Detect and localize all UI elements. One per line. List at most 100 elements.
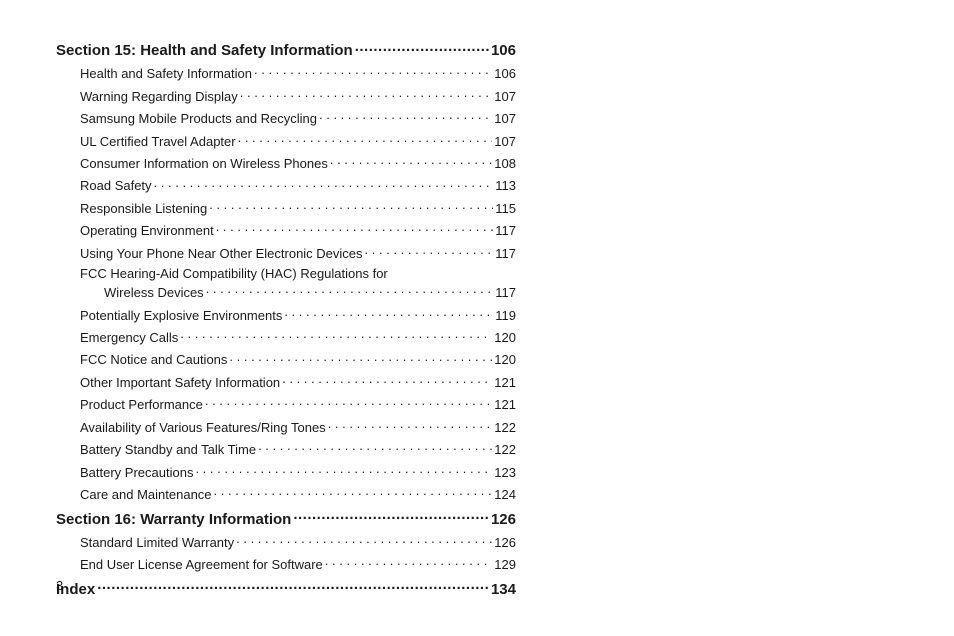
toc-leader-dots [325,556,493,569]
toc-leader-dots [180,329,492,342]
toc-entry-label-line1: FCC Hearing-Aid Compatibility (HAC) Regu… [80,267,388,282]
toc-section-page: 126 [491,511,516,528]
toc-entry-label: Care and Maintenance [80,488,212,503]
toc-entry: Availability of Various Features/Ring To… [56,419,516,436]
table-of-contents: Section 15: Health and Safety Informatio… [56,40,516,598]
toc-entry-label: Product Performance [80,398,203,413]
toc-section-page: 106 [491,42,516,59]
toc-leader-dots [319,110,492,123]
toc-leader-dots [206,284,494,297]
toc-leader-dots [282,374,492,387]
toc-leader-dots [258,441,492,454]
toc-entry-page: 121 [494,376,516,391]
toc-entry-label: Health and Safety Information [80,67,252,82]
toc-leader-dots [328,419,493,432]
toc-section-title: Section 15: Health and Safety Informatio… [56,42,353,59]
toc-leader-dots [214,486,493,499]
toc-entry: Care and Maintenance 124 [56,486,516,503]
page-number: 3 [56,578,63,593]
toc-entry-label: Battery Precautions [80,466,193,481]
toc-entry-page: 117 [495,224,516,239]
toc-entry: End User License Agreement for Software … [56,556,516,573]
toc-entry-label: FCC Notice and Cautions [80,353,227,368]
toc-entry-label: Using Your Phone Near Other Electronic D… [80,247,363,262]
toc-entry: Operating Environment 117 [56,222,516,239]
toc-leader-dots [293,509,489,524]
toc-entry-label: Consumer Information on Wireless Phones [80,157,328,172]
toc-entry-label-line2: Wireless Devices [104,286,204,301]
toc-entry-label: Road Safety [80,179,152,194]
toc-entry-label: Potentially Explosive Environments [80,309,282,324]
toc-leader-dots [97,579,489,594]
toc-entry: Emergency Calls 120 [56,329,516,346]
toc-entry-page: 120 [494,353,516,368]
toc-entry-label: Battery Standby and Talk Time [80,443,256,458]
toc-section-heading: Section 16: Warranty Information 126 [56,509,516,528]
toc-entry: Battery Standby and Talk Time 122 [56,441,516,458]
toc-section-heading: Section 15: Health and Safety Informatio… [56,40,516,59]
toc-entry-wrapped: FCC Hearing-Aid Compatibility (HAC) Regu… [56,267,516,282]
toc-entry: Health and Safety Information 106 [56,65,516,82]
toc-entry-label: Emergency Calls [80,331,178,346]
toc-entry-page: 123 [494,466,516,481]
toc-leader-dots [205,396,492,409]
toc-leader-dots [355,40,489,55]
toc-section-title: Section 16: Warranty Information [56,511,291,528]
toc-entry-label: Operating Environment [80,224,214,239]
toc-leader-dots [209,200,493,213]
toc-entry-page: 120 [494,331,516,346]
toc-entry-page: 122 [494,443,516,458]
toc-entry: Product Performance 121 [56,396,516,413]
toc-entry: UL Certified Travel Adapter 107 [56,133,516,150]
toc-leader-dots [195,464,492,477]
toc-entry-label: End User License Agreement for Software [80,558,323,573]
toc-entry-page: 126 [494,536,516,551]
toc-entry: Other Important Safety Information 121 [56,374,516,391]
toc-entry-page: 117 [495,247,516,262]
toc-entry: Standard Limited Warranty 126 [56,534,516,551]
document-page: Section 15: Health and Safety Informatio… [0,0,954,636]
toc-entry-page: 119 [495,309,516,324]
toc-entry: Battery Precautions 123 [56,464,516,481]
toc-entry-page: 107 [494,90,516,105]
toc-entry: Samsung Mobile Products and Recycling 10… [56,110,516,127]
toc-entry-page: 122 [494,421,516,436]
toc-leader-dots [216,222,494,235]
toc-section-page: 134 [491,581,516,598]
toc-entry-page: 113 [495,179,516,194]
toc-entry-page: 121 [494,398,516,413]
toc-entry-page: 107 [494,112,516,127]
toc-entry-page: 108 [494,157,516,172]
toc-entry: Consumer Information on Wireless Phones … [56,155,516,172]
toc-leader-dots [154,177,494,190]
toc-entry-page: 124 [494,488,516,503]
toc-entry-page: 107 [494,135,516,150]
toc-leader-dots [236,534,492,547]
toc-entry: Warning Regarding Display 107 [56,88,516,105]
toc-entry-label: Availability of Various Features/Ring To… [80,421,326,436]
toc-entry: Responsible Listening 115 [56,200,516,217]
toc-entry-page: 129 [494,558,516,573]
toc-leader-dots [365,245,494,258]
toc-section-heading: Index 134 [56,579,516,598]
toc-leader-dots [254,65,492,78]
toc-entry-page: 115 [495,202,516,217]
toc-entry: FCC Notice and Cautions 120 [56,351,516,368]
toc-leader-dots [238,133,493,146]
toc-entry-label: Other Important Safety Information [80,376,280,391]
toc-leader-dots [229,351,492,364]
toc-entry-wrapped-cont: Wireless Devices 117 [56,284,516,301]
toc-leader-dots [330,155,492,168]
toc-leader-dots [240,88,493,101]
toc-entry-label: Samsung Mobile Products and Recycling [80,112,317,127]
toc-entry: Potentially Explosive Environments 119 [56,307,516,324]
toc-entry: Road Safety 113 [56,177,516,194]
toc-entry: Using Your Phone Near Other Electronic D… [56,245,516,262]
toc-entry-label: UL Certified Travel Adapter [80,135,236,150]
toc-leader-dots [284,307,493,320]
toc-entry-label: Standard Limited Warranty [80,536,234,551]
toc-entry-label: Warning Regarding Display [80,90,238,105]
toc-entry-page: 117 [495,286,516,301]
toc-entry-page: 106 [494,67,516,82]
toc-entry-label: Responsible Listening [80,202,207,217]
